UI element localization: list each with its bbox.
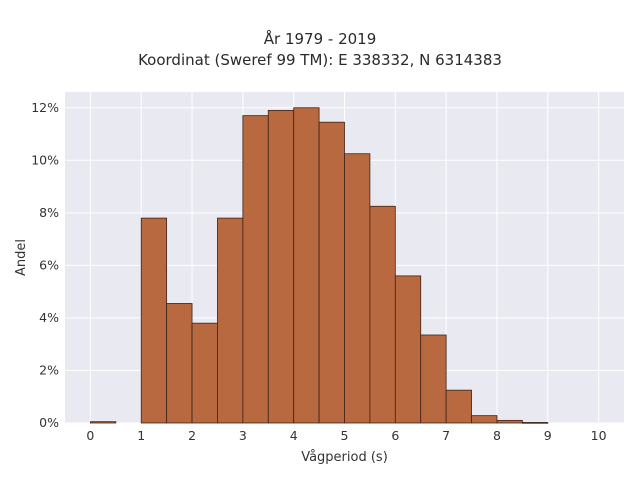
histogram-bar	[420, 334, 447, 424]
y-axis-ticks: 0% 2% 4% 6% 8% 10% 12%	[31, 100, 59, 430]
histogram-bar	[140, 217, 168, 424]
y-tick-label: 0%	[39, 415, 59, 430]
histogram-bar	[90, 421, 117, 424]
histogram-bar	[267, 109, 295, 424]
histogram-bar	[394, 275, 422, 424]
histogram-bar	[191, 322, 218, 424]
y-tick-label: 8%	[39, 205, 59, 220]
histogram-bar	[344, 153, 371, 424]
histogram-bar	[369, 205, 396, 424]
y-tick-label: 2%	[39, 362, 59, 377]
histogram-bar	[445, 389, 472, 424]
x-tick-label: 2	[188, 428, 196, 443]
y-tick-label: 6%	[39, 257, 59, 272]
x-tick-label: 4	[290, 428, 298, 443]
y-axis-label: Andel	[14, 239, 29, 276]
x-axis-ticks: 0 1 2 3 4 5 6 7 8 9 10	[86, 428, 606, 443]
histogram-bar	[471, 415, 498, 424]
y-tick-label: 10%	[31, 152, 59, 167]
histogram-bar	[293, 107, 320, 424]
x-tick-label: 10	[591, 428, 607, 443]
histogram-bar	[217, 217, 244, 424]
x-tick-label: 1	[137, 428, 145, 443]
chart-subtitle: Koordinat (Sweref 99 TM): E 338332, N 63…	[138, 51, 502, 69]
x-axis-label: Vågperiod (s)	[301, 450, 388, 465]
histogram-bar	[242, 115, 269, 424]
x-tick-label: 3	[239, 428, 247, 443]
y-tick-label: 4%	[39, 310, 59, 325]
x-tick-label: 0	[86, 428, 94, 443]
x-tick-label: 5	[341, 428, 349, 443]
histogram-bar	[496, 419, 523, 424]
x-tick-label: 8	[493, 428, 501, 443]
histogram-bar	[318, 121, 345, 424]
histogram-bar	[521, 422, 549, 424]
x-tick-label: 6	[391, 428, 399, 443]
chart-title: År 1979 - 2019	[263, 30, 377, 48]
x-tick-label: 9	[544, 428, 552, 443]
y-tick-label: 12%	[31, 100, 59, 115]
x-tick-label: 7	[442, 428, 450, 443]
bars	[90, 107, 549, 424]
histogram-bar	[166, 303, 193, 424]
